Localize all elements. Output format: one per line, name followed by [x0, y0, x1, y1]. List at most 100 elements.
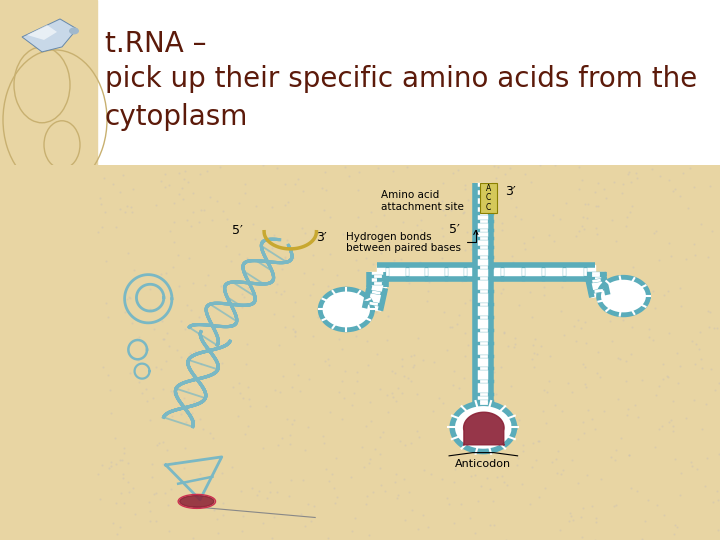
Point — [156, 270, 167, 279]
Point — [405, 377, 417, 386]
Point — [287, 253, 299, 262]
Point — [399, 441, 410, 449]
Point — [214, 163, 225, 172]
Point — [684, 164, 696, 173]
Point — [243, 394, 255, 403]
Point — [624, 208, 636, 217]
Point — [155, 177, 166, 186]
Point — [174, 169, 185, 178]
Point — [235, 388, 246, 397]
Point — [184, 348, 195, 357]
Point — [437, 205, 449, 214]
Point — [175, 316, 186, 325]
Point — [667, 186, 679, 195]
Point — [467, 435, 479, 444]
Text: Hydrogen bonds
between paired bases: Hydrogen bonds between paired bases — [346, 231, 478, 253]
Polygon shape — [588, 272, 603, 276]
Point — [411, 427, 423, 435]
Point — [361, 491, 373, 500]
Point — [271, 488, 282, 497]
Point — [438, 231, 449, 240]
Point — [120, 207, 131, 216]
Point — [118, 498, 130, 507]
Point — [307, 280, 319, 288]
Point — [505, 382, 517, 391]
Point — [485, 291, 497, 299]
Point — [217, 342, 229, 350]
Point — [194, 313, 205, 321]
Point — [711, 487, 720, 495]
Point — [150, 488, 161, 497]
Point — [239, 189, 251, 198]
Point — [269, 513, 280, 522]
Point — [284, 440, 296, 449]
Point — [119, 449, 130, 457]
Point — [157, 460, 168, 468]
Point — [415, 216, 427, 225]
Point — [179, 167, 191, 176]
Point — [295, 510, 307, 518]
Point — [498, 328, 509, 337]
Text: A
C
C: A C C — [486, 184, 491, 212]
Point — [711, 323, 720, 332]
Point — [422, 287, 433, 295]
Point — [436, 197, 448, 205]
Point — [179, 394, 190, 402]
Point — [367, 260, 379, 268]
Point — [143, 498, 155, 507]
Point — [153, 439, 165, 448]
Point — [279, 255, 291, 264]
Point — [544, 376, 555, 385]
Point — [613, 285, 624, 293]
Point — [647, 165, 658, 173]
Text: cytoplasm: cytoplasm — [105, 103, 248, 131]
Point — [182, 385, 194, 394]
Point — [606, 336, 618, 345]
Point — [177, 403, 189, 411]
Point — [94, 495, 106, 503]
Point — [594, 373, 606, 381]
Point — [227, 382, 238, 391]
Point — [452, 166, 464, 175]
Point — [492, 163, 504, 172]
Point — [650, 227, 662, 236]
Point — [302, 500, 314, 508]
Point — [361, 337, 373, 346]
Point — [377, 260, 389, 269]
Point — [572, 478, 584, 487]
Point — [179, 175, 190, 184]
Point — [305, 517, 317, 525]
Point — [586, 502, 598, 511]
Point — [371, 221, 382, 230]
Point — [709, 386, 720, 394]
Point — [403, 487, 415, 496]
Point — [531, 456, 542, 465]
Point — [688, 396, 700, 404]
Point — [680, 255, 692, 264]
Point — [320, 167, 331, 176]
Point — [534, 161, 546, 170]
Point — [325, 213, 336, 221]
Point — [187, 279, 199, 287]
Point — [179, 463, 190, 472]
Point — [338, 394, 350, 402]
Point — [292, 371, 304, 380]
Point — [343, 171, 354, 180]
Point — [173, 281, 184, 290]
Point — [425, 469, 436, 478]
Bar — [97, 0, 720, 165]
Point — [179, 444, 190, 453]
Bar — [0, 0, 97, 165]
Point — [417, 510, 428, 519]
Point — [352, 186, 364, 194]
Point — [174, 190, 185, 198]
Point — [708, 498, 719, 507]
Point — [714, 379, 720, 387]
Point — [144, 507, 156, 515]
Point — [559, 331, 570, 340]
Point — [258, 444, 269, 453]
Point — [209, 505, 220, 514]
Point — [528, 362, 540, 371]
Point — [282, 415, 293, 424]
Point — [304, 375, 315, 383]
